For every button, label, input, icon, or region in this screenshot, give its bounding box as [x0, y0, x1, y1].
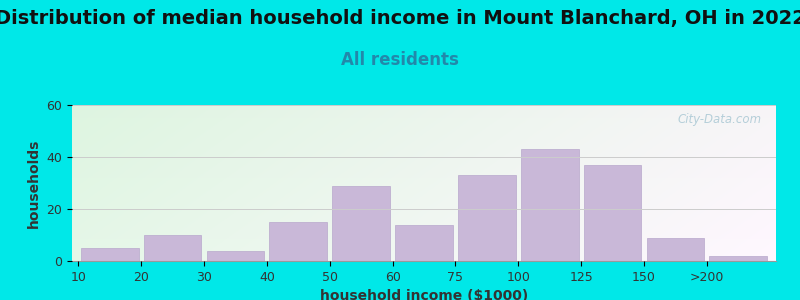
- Text: All residents: All residents: [341, 51, 459, 69]
- Bar: [395, 225, 453, 261]
- Bar: [81, 248, 138, 261]
- Bar: [206, 250, 264, 261]
- Bar: [584, 165, 642, 261]
- Y-axis label: households: households: [27, 138, 41, 228]
- Text: City-Data.com: City-Data.com: [678, 113, 762, 126]
- X-axis label: household income ($1000): household income ($1000): [320, 289, 528, 300]
- Bar: [458, 175, 516, 261]
- Bar: [646, 238, 704, 261]
- Bar: [270, 222, 327, 261]
- Bar: [144, 235, 202, 261]
- Text: Distribution of median household income in Mount Blanchard, OH in 2022: Distribution of median household income …: [0, 9, 800, 28]
- Bar: [521, 149, 578, 261]
- Bar: [332, 186, 390, 261]
- Bar: [710, 256, 767, 261]
